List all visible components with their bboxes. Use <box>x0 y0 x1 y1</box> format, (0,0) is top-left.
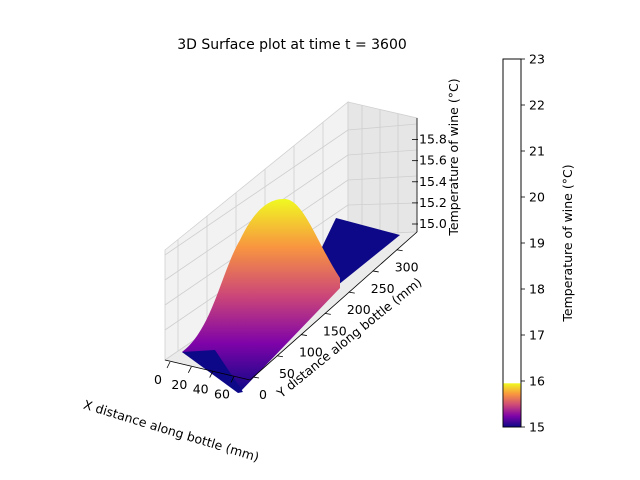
y-tick-label: 0 <box>259 387 267 402</box>
x-tick-mark <box>166 361 171 369</box>
z-tick-label: 15.0 <box>419 216 447 231</box>
colorbar-tick-label: 15 <box>529 420 545 435</box>
colorbar-tick-label: 18 <box>529 282 545 297</box>
z-tick-label: 15.2 <box>419 195 447 210</box>
colorbar: 15 16 17 18 19 20 21 22 23 Temperature of wine (… <box>502 52 575 435</box>
colorbar-frame <box>502 58 522 428</box>
colorbar-fill <box>503 383 521 427</box>
z-axis: 15.0 15.2 15.4 15.6 15.8 <box>412 118 447 232</box>
y-tick-mark <box>348 291 355 294</box>
z-tick-label: 15.8 <box>419 132 447 147</box>
colorbar-tick-label: 16 <box>529 374 545 389</box>
x-axis-line <box>164 359 251 381</box>
y-tick-mark <box>396 249 403 252</box>
y-tick-label: 200 <box>347 302 371 317</box>
x-tick-label: 40 <box>193 382 209 397</box>
colorbar-tick-label: 21 <box>529 144 545 159</box>
colorbar-ticks: 15 16 17 18 19 20 21 22 23 <box>521 52 545 435</box>
x-tick-mark <box>209 371 214 378</box>
x-axis: 0 20 40 60 <box>154 359 251 401</box>
chart-title: 3D Surface plot at time t = 3600 <box>177 37 407 53</box>
z-tick-label: 15.6 <box>419 153 447 168</box>
colorbar-tick-label: 20 <box>529 190 545 205</box>
back-pane <box>347 101 418 236</box>
colorbar-tick-label: 19 <box>529 236 545 251</box>
x-tick-mark <box>230 376 235 383</box>
y-tick-mark <box>324 312 331 315</box>
colorbar-tick-label: 17 <box>529 328 545 343</box>
y-axis-line <box>249 231 418 381</box>
y-tick-label: 50 <box>279 366 295 381</box>
x-axis-label: X distance along bottle (mm) <box>82 397 261 465</box>
colorbar-tick-label: 22 <box>529 98 545 113</box>
x-tick-label: 60 <box>214 386 230 401</box>
x-tick-label: 20 <box>171 377 187 392</box>
y-tick-mark <box>300 334 307 336</box>
y-tick-label: 100 <box>299 345 323 360</box>
colorbar-tick-label: 23 <box>529 52 545 67</box>
y-tick-mark <box>372 270 379 273</box>
surface-peak <box>182 198 340 392</box>
y-tick-label: 150 <box>323 323 347 338</box>
x-tick-mark <box>187 366 192 373</box>
colorbar-label: Temperature of wine (°C) <box>560 164 575 322</box>
y-tick-mark <box>252 376 260 379</box>
y-tick-mark <box>276 355 284 358</box>
z-axis-label: Temperature of wine (°C) <box>446 78 461 236</box>
y-tick-label: 300 <box>395 260 419 275</box>
y-tick-label: 250 <box>371 281 395 296</box>
x-tick-label: 0 <box>154 372 162 387</box>
z-tick-label: 15.4 <box>419 174 447 189</box>
